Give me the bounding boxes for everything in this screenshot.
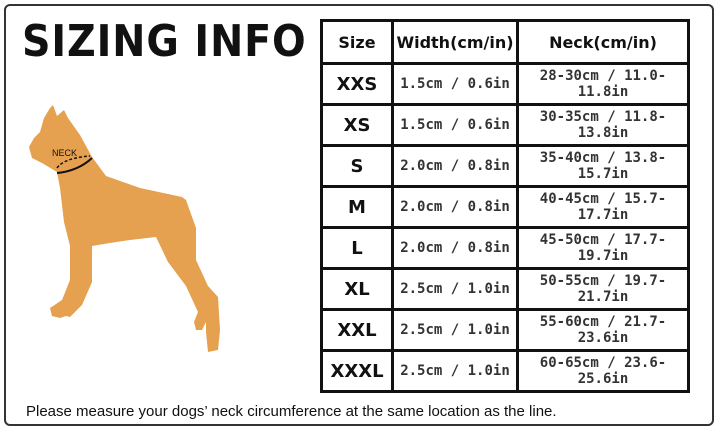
neck-cell: 55-60cm / 21.7-23.6in [516,308,690,352]
size-cell: XXL [320,308,394,352]
size-cell: L [320,226,394,270]
table-row: S 2.0cm / 0.8in 35-40cm / 13.8-15.7in [320,144,690,188]
header-width: Width(cm/in) [391,19,519,65]
neck-cell: 60-65cm / 23.6-25.6in [516,349,690,393]
width-cell: 2.5cm / 1.0in [391,349,519,393]
page-title: SIZING INFO [22,16,307,67]
size-cell: XL [320,267,394,311]
table-row: L 2.0cm / 0.8in 45-50cm / 17.7-19.7in [320,226,690,270]
dog-illustration: NECK [29,105,220,352]
neck-cell: 45-50cm / 17.7-19.7in [516,226,690,270]
size-cell: XS [320,103,394,147]
dog-silhouette [29,105,220,352]
width-cell: 2.5cm / 1.0in [391,267,519,311]
width-cell: 1.5cm / 0.6in [391,103,519,147]
table-header-row: Size Width(cm/in) Neck(cm/in) [320,19,690,65]
table-row: XL 2.5cm / 1.0in 50-55cm / 19.7-21.7in [320,267,690,311]
width-cell: 2.0cm / 0.8in [391,185,519,229]
table-row: XXL 2.5cm / 1.0in 55-60cm / 21.7-23.6in [320,308,690,352]
outer-frame [4,4,714,426]
table-row: XXS 1.5cm / 0.6in 28-30cm / 11.0-11.8in [320,62,690,106]
neck-cell: 28-30cm / 11.0-11.8in [516,62,690,106]
neck-cell: 35-40cm / 13.8-15.7in [516,144,690,188]
header-size: Size [320,19,394,65]
table-row: XS 1.5cm / 0.6in 30-35cm / 11.8-13.8in [320,103,690,147]
width-cell: 2.0cm / 0.8in [391,144,519,188]
neck-line-icon [56,157,93,174]
table-row: XXXL 2.5cm / 1.0in 60-65cm / 23.6-25.6in [320,349,690,393]
size-table: Size Width(cm/in) Neck(cm/in) XXS 1.5cm /… [320,19,690,393]
size-cell: S [320,144,394,188]
width-cell: 2.0cm / 0.8in [391,226,519,270]
neck-label: NECK [52,148,77,158]
neck-cell: 40-45cm / 15.7-17.7in [516,185,690,229]
neck-dashed-line [56,155,91,169]
size-cell: M [320,185,394,229]
header-neck: Neck(cm/in) [516,19,690,65]
size-cell: XXS [320,62,394,106]
width-cell: 2.5cm / 1.0in [391,308,519,352]
neck-cell: 30-35cm / 11.8-13.8in [516,103,690,147]
width-cell: 1.5cm / 0.6in [391,62,519,106]
table-row: M 2.0cm / 0.8in 40-45cm / 15.7-17.7in [320,185,690,229]
neck-cell: 50-55cm / 19.7-21.7in [516,267,690,311]
size-cell: XXXL [320,349,394,393]
measurement-note: Please measure your dogs’ neck circumfer… [26,403,557,420]
